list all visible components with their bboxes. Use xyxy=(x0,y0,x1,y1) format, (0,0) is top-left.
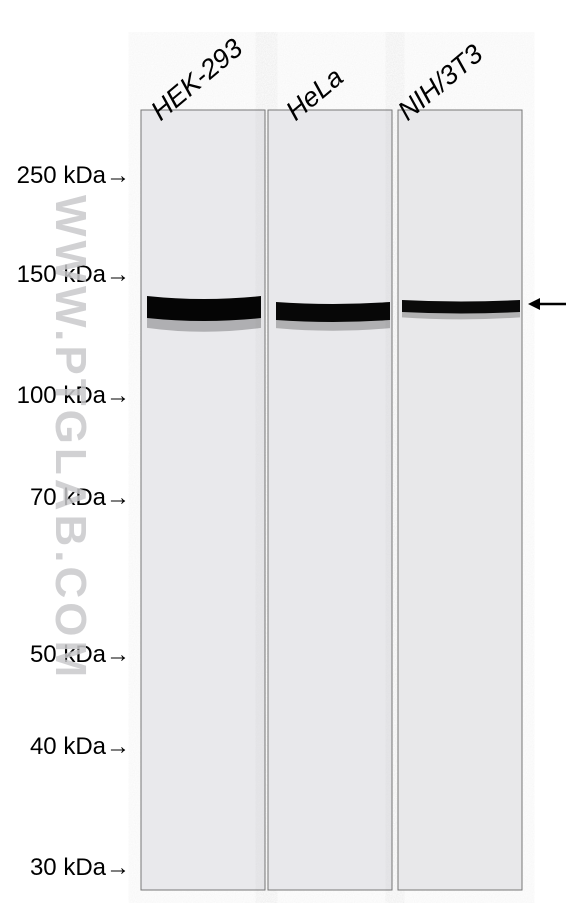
band-indicator-arrow-icon xyxy=(528,294,568,314)
blot-image xyxy=(0,0,570,903)
